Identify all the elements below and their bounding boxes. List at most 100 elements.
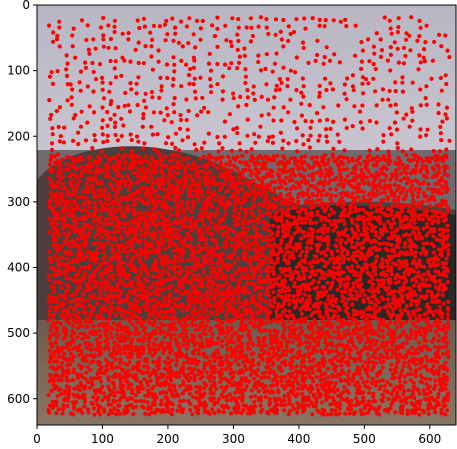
scatter-point (219, 308, 224, 313)
scatter-point (428, 264, 433, 269)
scatter-point (271, 105, 276, 110)
scatter-point (316, 138, 321, 143)
scatter-point (180, 189, 185, 194)
scatter-point (201, 298, 206, 303)
scatter-point (342, 221, 347, 227)
scatter-point (157, 355, 162, 361)
scatter-point (146, 244, 151, 249)
scatter-point (385, 355, 390, 361)
scatter-point (170, 141, 175, 146)
scatter-point (282, 257, 287, 262)
scatter-point (325, 203, 330, 208)
scatter-point (125, 362, 130, 367)
scatter-point (165, 229, 171, 234)
scatter-point (57, 139, 62, 144)
scatter-point (345, 76, 350, 81)
scatter-point (156, 299, 161, 304)
scatter-point (78, 320, 83, 325)
scatter-point (438, 232, 443, 238)
scatter-point (388, 315, 394, 320)
scatter-point (373, 239, 378, 244)
scatter-point (231, 127, 236, 132)
scatter-point (400, 209, 405, 214)
scatter-point (58, 162, 63, 167)
scatter-point (443, 199, 448, 204)
scatter-point (367, 279, 372, 284)
scatter-point (224, 38, 229, 43)
scatter-point (350, 158, 355, 163)
scatter-point (286, 24, 291, 29)
scatter-point (322, 179, 327, 184)
scatter-point (244, 312, 249, 317)
scatter-point (79, 236, 85, 241)
scatter-point (416, 340, 422, 345)
scatter-point (245, 235, 250, 240)
scatter-point (102, 153, 107, 159)
scatter-point (313, 363, 319, 368)
scatter-point (110, 354, 115, 359)
scatter-point (417, 53, 422, 58)
scatter-point (109, 221, 114, 227)
scatter-point (188, 66, 193, 72)
scatter-point (179, 240, 184, 245)
scatter-point (408, 158, 413, 164)
scatter-point (122, 249, 127, 254)
scatter-point (106, 174, 111, 179)
scatter-point (168, 324, 173, 329)
scatter-point (134, 234, 139, 239)
scatter-point (388, 26, 393, 31)
scatter-point (422, 272, 427, 277)
scatter-point (192, 335, 197, 340)
scatter-point (342, 296, 347, 301)
scatter-point (182, 175, 187, 180)
scatter-point (46, 294, 52, 299)
scatter-point (56, 233, 61, 238)
scatter-point (98, 345, 103, 350)
scatter-point (168, 299, 173, 304)
scatter-point (94, 337, 99, 342)
scatter-point (245, 220, 250, 225)
scatter-point (193, 347, 198, 352)
scatter-point (429, 241, 434, 246)
scatter-point (66, 288, 71, 293)
scatter-point (88, 293, 93, 298)
scatter-point (378, 157, 383, 162)
scatter-point (300, 311, 305, 316)
scatter-point (227, 169, 232, 174)
scatter-point (206, 131, 211, 136)
scatter-point (205, 181, 210, 186)
scatter-point (51, 206, 56, 211)
scatter-point (366, 296, 371, 301)
scatter-point (56, 264, 62, 269)
scatter-point (157, 185, 162, 190)
scatter-point (99, 235, 104, 240)
scatter-point (184, 328, 189, 333)
scatter-point (101, 37, 106, 42)
scatter-point (200, 340, 205, 345)
scatter-point (350, 296, 355, 301)
scatter-point (310, 177, 316, 182)
scatter-point (142, 141, 147, 146)
scatter-point (389, 31, 394, 36)
scatter-point (376, 308, 381, 313)
scatter-point (275, 252, 280, 257)
scatter-point (141, 16, 147, 21)
scatter-point (134, 91, 139, 96)
scatter-point (154, 262, 159, 267)
scatter-point (211, 175, 216, 180)
scatter-point (407, 33, 412, 38)
scatter-point (64, 161, 69, 166)
scatter-point (443, 73, 448, 78)
scatter-point (433, 213, 438, 218)
scatter-point (432, 344, 437, 349)
scatter-point (58, 312, 64, 317)
scatter-point (190, 311, 195, 316)
scatter-point (251, 241, 256, 246)
scatter-point (78, 88, 83, 93)
scatter-point (300, 249, 305, 254)
scatter-point (332, 218, 337, 223)
scatter-point (244, 358, 249, 364)
scatter-point (416, 231, 422, 236)
scatter-point (366, 169, 371, 174)
scatter-point (75, 296, 81, 302)
